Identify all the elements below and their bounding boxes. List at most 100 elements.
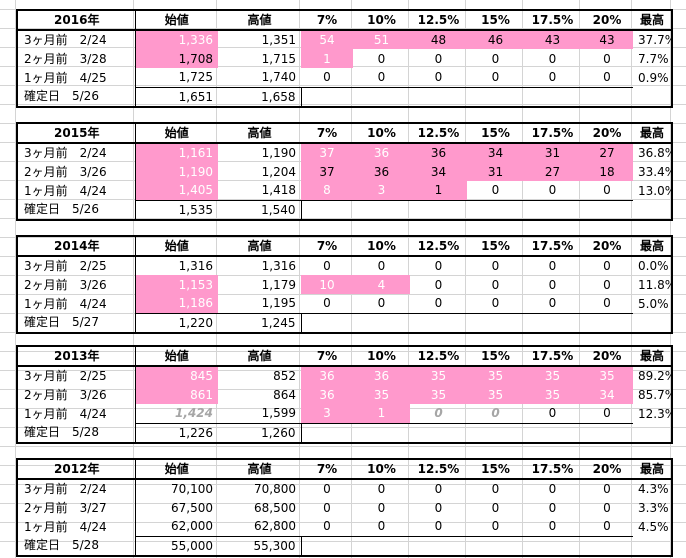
pct-cell-p15: 0: [491, 259, 500, 273]
max-pct-cell: 89.2%: [638, 369, 672, 383]
row-label: 1ヶ月前 4/24: [17, 294, 136, 313]
pct-cell-p10: 0: [377, 482, 386, 496]
high-price-cell: 1,658: [218, 86, 302, 107]
high-price-cell: 1,190: [261, 146, 296, 160]
pct-cell-p20: 27: [581, 143, 633, 162]
max-pct-cell: 85.7%: [638, 387, 672, 402]
high-price-cell: 1,599: [261, 406, 296, 421]
pct-cell-p7: [301, 535, 353, 556]
row-label: 3ヶ月前 2/25: [17, 256, 136, 275]
max-pct-cell: [633, 200, 672, 220]
max-pct-cell: [633, 313, 672, 333]
stock-table: 2015年 始値 高値 7% 10% 12.5% 15% 17.5% 20% 最高 3ヶ月前 2/2…: [16, 122, 673, 221]
max-pct-cell: [633, 536, 672, 556]
open-price-cell: 1,708: [135, 49, 218, 68]
pct-cell-p20: [581, 312, 633, 333]
row-label: 3ヶ月前 2/24: [17, 479, 136, 498]
pct-heading-p175: 17.5%: [524, 236, 581, 257]
pct-cell-p125: 0: [434, 51, 443, 66]
table-row: 確定日 5/28 55,000 55,300: [17, 535, 672, 556]
header-row: 2014年 始値 高値 7% 10% 12.5% 15% 17.5% 20% 最高: [17, 236, 672, 257]
open-price-cell: 1,153: [135, 275, 218, 294]
pct-cell-p10: 0: [377, 296, 386, 311]
high-price-cell: 1,351: [261, 33, 296, 47]
year-heading: 2015年: [17, 123, 136, 144]
row-label: 確定日 5/26: [17, 200, 136, 220]
pct-heading-p125: 12.5%: [410, 346, 467, 367]
pct-cell-p10: 0: [377, 259, 386, 273]
table-row: 1ヶ月前 4/24 1,424 1,599 31 0 0 0 0 12.3%: [17, 404, 672, 423]
pct-cell-p175: 43: [524, 30, 581, 49]
max-pct-cell: 36.8%: [638, 146, 672, 160]
pct-cell-p125: 0: [434, 296, 443, 311]
pct-cell-p15: 0: [491, 70, 500, 85]
open-heading: 始値: [135, 236, 218, 257]
row-label: 2ヶ月前 3/27: [17, 498, 136, 517]
pct-cell-p20: [581, 422, 633, 443]
open-price-cell: 1,405: [135, 181, 218, 200]
open-heading: 始値: [135, 346, 218, 367]
pct-cell-p20: 0: [603, 183, 611, 198]
row-label: 3ヶ月前 2/24: [17, 143, 136, 162]
pct-heading-p7: 7%: [301, 346, 353, 367]
high-heading: 高値: [218, 123, 301, 144]
pct-cell-p15: [467, 312, 524, 333]
pct-cell-p7: 3: [301, 404, 353, 423]
pct-cell-p125: 0: [434, 500, 443, 515]
pct-heading-p10: 10%: [353, 10, 410, 31]
open-price-cell: 845: [135, 366, 218, 385]
open-price-cell: 1,220: [135, 312, 218, 333]
year-block-2013: 2013年 始値 高値 7% 10% 12.5% 15% 17.5% 20% 最高 3ヶ月前 2/2…: [16, 345, 673, 444]
pct-cell-p20: [581, 535, 633, 556]
pct-cell-p20: 0: [603, 296, 611, 311]
open-price-cell: 55,000: [135, 535, 218, 556]
table-row: 3ヶ月前 2/24 70,100 70,800 0 0 0 0 0 0 4.3%: [17, 479, 672, 498]
pct-cell-p10: 36: [353, 366, 410, 385]
pct-cell-p20: 0: [603, 259, 611, 273]
high-price-cell: 1,245: [218, 312, 302, 333]
pct-cell-p7: [301, 312, 353, 333]
pct-cell-p10: [353, 535, 410, 556]
max-pct-cell: 4.3%: [638, 482, 669, 496]
year-heading: 2014年: [17, 236, 136, 257]
pct-cell-p7: 37: [301, 143, 353, 162]
pct-cell-p125: 48: [410, 30, 467, 49]
pct-cell-p125: 0: [434, 70, 443, 85]
table-row: 確定日 5/26 1,651 1,658: [17, 86, 672, 107]
pct-cell-p7: 0: [323, 70, 331, 85]
pct-cell-p7: 37: [301, 162, 353, 181]
pct-heading-p15: 15%: [467, 10, 524, 31]
pct-cell-p125: 35: [410, 366, 467, 385]
pct-cell-p15: [467, 86, 524, 107]
open-heading: 始値: [135, 459, 218, 480]
pct-cell-p20: [581, 199, 633, 220]
row-label: 1ヶ月前 4/24: [17, 517, 136, 536]
pct-cell-p20: 43: [581, 30, 633, 49]
open-heading: 始値: [135, 10, 218, 31]
pct-cell-p15: 0: [491, 519, 500, 534]
row-label: 確定日 5/28: [17, 536, 136, 556]
high-price-cell: 1,179: [261, 277, 296, 292]
pct-cell-p20: 0: [603, 500, 611, 515]
pct-cell-p15: 34: [467, 143, 524, 162]
pct-heading-p125: 12.5%: [410, 236, 467, 257]
open-price-cell: 1,226: [135, 422, 218, 443]
pct-heading-p7: 7%: [301, 123, 353, 144]
pct-cell-p10: 4: [353, 275, 410, 294]
pct-cell-p20: 0: [603, 70, 611, 85]
pct-cell-p7: [301, 86, 353, 107]
pct-heading-p10: 10%: [353, 236, 410, 257]
table-row: 3ヶ月前 2/25 1,316 1,316 0 0 0 0 0 0 0.0%: [17, 256, 672, 275]
pct-cell-p15: [467, 422, 524, 443]
high-price-cell: 68,500: [254, 500, 296, 515]
year-block-2012: 2012年 始値 高値 7% 10% 12.5% 15% 17.5% 20% 最高 3ヶ月前 2/2…: [16, 458, 673, 557]
high-price-cell: 55,300: [218, 535, 302, 556]
pct-heading-p10: 10%: [353, 459, 410, 480]
pct-cell-p125: [410, 199, 467, 220]
high-heading: 高値: [218, 459, 301, 480]
pct-cell-p125: 0: [434, 406, 443, 421]
high-price-cell: 1,204: [261, 164, 296, 179]
row-label: 確定日 5/26: [17, 87, 136, 107]
